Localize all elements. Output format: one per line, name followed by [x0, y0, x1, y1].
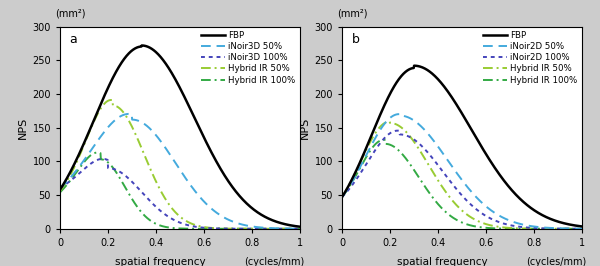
Y-axis label: NPS: NPS — [300, 117, 310, 139]
Text: (mm²): (mm²) — [55, 9, 86, 19]
Legend: FBP, iNoir3D 50%, iNoir3D 100%, Hybrid IR 50%, Hybrid IR 100%: FBP, iNoir3D 50%, iNoir3D 100%, Hybrid I… — [197, 27, 299, 88]
Text: (cycles/mm): (cycles/mm) — [527, 257, 587, 266]
Text: b: b — [352, 33, 359, 46]
Text: spatial frequency: spatial frequency — [397, 257, 488, 266]
Text: spatial frequency: spatial frequency — [115, 257, 206, 266]
Y-axis label: NPS: NPS — [18, 117, 28, 139]
Text: a: a — [70, 33, 77, 46]
Text: (cycles/mm): (cycles/mm) — [245, 257, 305, 266]
Legend: FBP, iNoir2D 50%, iNoir2D 100%, Hybrid IR 50%, Hybrid IR 100%: FBP, iNoir2D 50%, iNoir2D 100%, Hybrid I… — [479, 27, 581, 88]
Text: (mm²): (mm²) — [337, 9, 368, 19]
